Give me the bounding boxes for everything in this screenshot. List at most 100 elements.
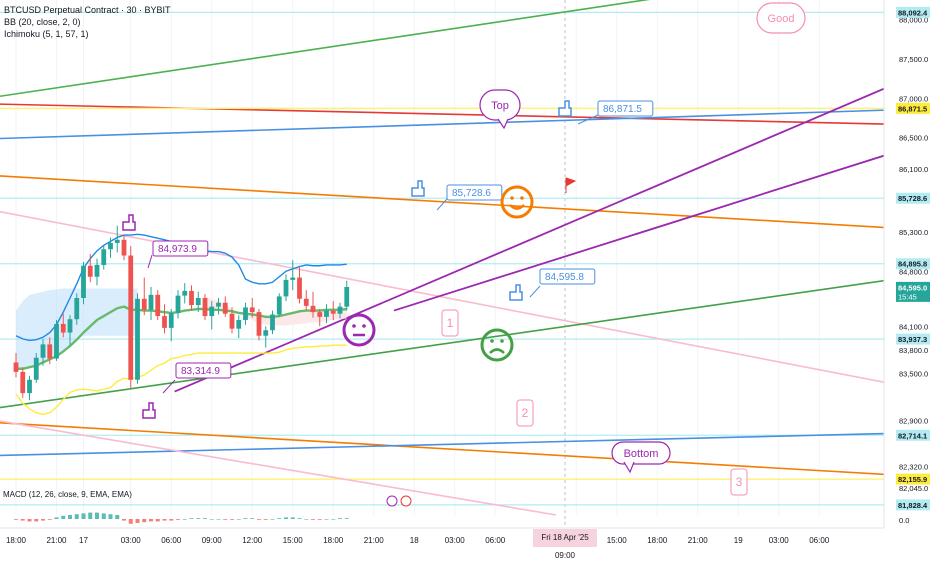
- macd-bar: [122, 519, 126, 521]
- macd-bar: [14, 519, 18, 520]
- candle-body: [67, 319, 73, 333]
- ichimoku-indicator-label[interactable]: Ichimoku (5, 1, 57, 1): [4, 29, 89, 39]
- macd-bar: [284, 517, 288, 519]
- symbol-title[interactable]: BTCUSD Perpetual Contract · 30 · BYBIT: [4, 5, 171, 15]
- candle-body: [256, 312, 262, 336]
- candle-body: [229, 313, 235, 329]
- time-tick-label: 21:00: [364, 536, 385, 545]
- macd-indicator-label[interactable]: MACD (12, 26, close, 9, EMA, EMA): [3, 490, 132, 499]
- pointing-hand-icon: [509, 284, 523, 301]
- price-badge: [896, 6, 930, 18]
- candles: [13, 225, 350, 401]
- ichimoku-lagging-line: [15, 344, 347, 416]
- candle-body: [283, 279, 289, 297]
- smiley-happy-icon-mouth: [509, 204, 525, 210]
- macd-bar: [263, 519, 268, 520]
- price-badge-label: 84,595.0: [898, 283, 927, 292]
- macd-bar: [176, 519, 180, 520]
- price-tick-label: 84,100.0: [899, 322, 928, 331]
- candle-body: [236, 320, 242, 329]
- macd-bar: [41, 519, 45, 521]
- callout-upper: 86,871.5: [603, 104, 642, 115]
- macd-bar: [47, 519, 52, 520]
- price-badge: [896, 333, 930, 345]
- wave-2-label-box: [516, 399, 534, 427]
- macd-bar: [277, 518, 282, 519]
- smiley-sad-icon-mouth: [489, 348, 505, 354]
- macd-bar: [20, 519, 25, 521]
- time-tick-label: 03:00: [445, 536, 466, 545]
- macd-bar: [209, 519, 214, 520]
- candle-body: [175, 295, 181, 313]
- smiley-happy-icon-eye: [520, 196, 524, 200]
- candle-body: [87, 265, 93, 277]
- wave-1-label: 1: [447, 316, 454, 330]
- candle-body: [189, 290, 194, 306]
- macd-bar: [34, 519, 39, 522]
- macd-bar: [196, 518, 201, 519]
- candle-body: [47, 344, 53, 359]
- candle-body: [290, 277, 296, 280]
- wave-2-label: 2: [522, 406, 529, 420]
- top-label: Top: [491, 100, 509, 112]
- pointing-hand-icon: [411, 180, 425, 197]
- macd-bar: [236, 519, 241, 520]
- macd-bar: [149, 519, 153, 522]
- trend-line: [0, 103, 932, 126]
- macd-bar: [216, 519, 221, 520]
- candle-body: [270, 314, 275, 331]
- macd-tick-label: 0.0: [899, 516, 909, 525]
- callout-lower: 84,595.8: [545, 272, 584, 283]
- time-tick-label: 18:00: [647, 536, 668, 545]
- price-chart[interactable]: 84,973.9 83,314.9 85,728.6 84,595.8 86,871.5…: [0, 0, 932, 550]
- trend-line: [0, 107, 932, 140]
- ichimoku-cloud: [16, 288, 138, 369]
- macd-bar: [162, 519, 167, 521]
- candle-body: [74, 297, 80, 320]
- flag-icon: [565, 177, 577, 193]
- candle-body: [20, 371, 26, 394]
- price-tick-label: 88,000.0: [899, 16, 928, 25]
- horizontal-levels: [0, 11, 884, 506]
- macd-bar: [81, 513, 86, 519]
- price-axis: USD88,000.087,500.087,000.086,500.086,10…: [883, 0, 932, 550]
- candle-body: [128, 255, 134, 380]
- candle-body: [337, 306, 343, 314]
- candle-body: [27, 379, 32, 394]
- trend-line: [0, 210, 932, 393]
- price-tick-label: 86,100.0: [899, 165, 928, 174]
- candle-body: [148, 294, 154, 310]
- candle-body: [114, 239, 120, 243]
- callout-pointer: [162, 379, 176, 394]
- macd-bar: [290, 517, 295, 519]
- top-label-tail: [497, 118, 509, 130]
- callout-mid-box: [446, 184, 503, 201]
- price-tick-label: 82,045.0: [899, 484, 928, 493]
- candle-body: [135, 298, 140, 380]
- candle-body: [54, 323, 59, 359]
- candle-body: [276, 296, 282, 315]
- time-tick-label: 06:00: [161, 536, 182, 545]
- time-tick-label: 06:00: [485, 536, 506, 545]
- macd-bar: [331, 519, 336, 520]
- price-badge: [896, 192, 930, 204]
- price-badge: [896, 102, 930, 114]
- candle-body: [162, 316, 167, 328]
- candle-body: [155, 294, 161, 317]
- macd-bar: [257, 519, 261, 520]
- macd-pane: [0, 512, 884, 529]
- candle-body: [249, 307, 255, 313]
- bb-indicator-label[interactable]: BB (20, close, 2, 0): [4, 17, 81, 27]
- macd-bar: [344, 518, 349, 519]
- trend-line: [174, 67, 932, 393]
- macd-bar: [304, 519, 309, 520]
- macd-bar: [270, 519, 275, 520]
- candle-body: [40, 344, 46, 358]
- macd-bar: [95, 512, 99, 519]
- callout-upper-box: [597, 100, 654, 117]
- candle-body: [81, 265, 86, 298]
- candle-body: [13, 362, 19, 372]
- price-tick-label: 85,300.0: [899, 228, 928, 237]
- macd-bar: [311, 519, 315, 520]
